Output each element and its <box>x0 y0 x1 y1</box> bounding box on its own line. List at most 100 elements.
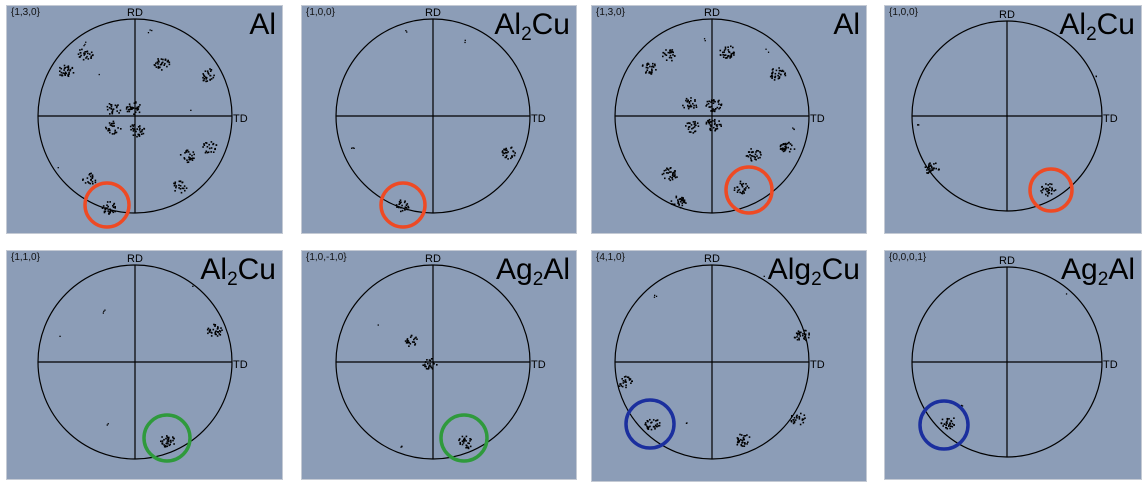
pole-point <box>126 110 129 113</box>
pole-point <box>404 209 406 211</box>
pole-point <box>708 122 711 125</box>
pole-point <box>648 71 651 73</box>
pole-point <box>214 332 216 334</box>
pole-point <box>745 155 748 157</box>
hkl-label: {1,1,0} <box>11 252 40 263</box>
pole-point <box>793 336 796 339</box>
pole-point <box>798 337 800 339</box>
pole-point <box>807 336 810 339</box>
pole-point <box>186 159 188 161</box>
pole-point <box>109 113 111 115</box>
pole-point <box>720 125 722 127</box>
pole-point <box>403 201 406 204</box>
pole-point <box>718 103 720 105</box>
pole-point <box>733 189 736 191</box>
pole-point <box>777 74 779 77</box>
pole-point <box>670 57 673 59</box>
pole-point <box>110 124 113 127</box>
pole-point <box>459 443 461 445</box>
pole-point <box>798 415 800 418</box>
pole-point <box>782 143 785 145</box>
pole-point <box>746 443 748 445</box>
pole-point <box>212 151 215 153</box>
pole-point <box>739 182 742 185</box>
pole-point <box>714 122 716 124</box>
pole-figure-panel: RD TD {1,1,0} Al2Cu <box>6 250 283 480</box>
pole-point <box>157 63 159 65</box>
pole-point <box>647 67 649 69</box>
pole-point <box>166 445 169 448</box>
pole-point <box>741 185 744 188</box>
pole-point <box>465 446 467 449</box>
pole-point <box>217 326 219 328</box>
pole-point <box>409 336 412 338</box>
pole-point <box>674 172 676 174</box>
pole-point <box>918 124 920 126</box>
pole-point <box>207 72 209 74</box>
pole-point <box>132 134 135 136</box>
pole-point <box>749 154 751 156</box>
pole-point <box>81 48 83 51</box>
pole-point <box>138 105 140 108</box>
pole-point <box>104 309 106 311</box>
pole-point <box>503 152 506 155</box>
pole-point <box>505 147 507 150</box>
pole-point <box>221 329 223 331</box>
pole-point <box>788 150 791 153</box>
pole-point <box>183 158 186 160</box>
pole-point <box>428 364 431 367</box>
pole-point <box>175 185 178 187</box>
pole-point <box>157 59 160 62</box>
pole-point <box>1040 190 1042 192</box>
highlight-circle-red <box>83 181 131 229</box>
pole-point <box>104 208 107 210</box>
pole-point <box>689 122 691 125</box>
pole-point <box>671 59 673 62</box>
pole-point <box>715 124 718 127</box>
pole-point <box>797 332 799 335</box>
pole-point <box>396 206 398 208</box>
pole-point <box>210 147 213 149</box>
pole-point <box>507 158 509 160</box>
pole-point <box>774 76 776 79</box>
pole-point <box>719 49 722 52</box>
pole-point <box>214 325 216 327</box>
pole-point <box>155 62 157 65</box>
pole-point <box>740 192 743 194</box>
pole-point <box>89 175 92 178</box>
pole-point <box>712 110 715 112</box>
pole-point <box>173 182 175 185</box>
pole-point <box>926 169 928 171</box>
pole-point <box>514 152 516 154</box>
pole-point <box>203 77 206 80</box>
pole-point <box>206 328 209 331</box>
pole-figure-plot: RD TD <box>614 253 825 460</box>
pole-point <box>690 131 692 133</box>
pole-point <box>739 180 742 183</box>
pole-point <box>724 57 727 59</box>
pole-point <box>650 73 653 75</box>
pole-point <box>789 143 792 145</box>
pole-point <box>695 106 698 108</box>
pole-point <box>668 52 671 54</box>
pole-point <box>87 58 90 60</box>
pole-point <box>799 423 802 426</box>
pole-point <box>705 123 708 125</box>
pole-point <box>943 423 946 425</box>
pole-point <box>153 64 156 66</box>
pole-point <box>90 172 92 175</box>
pole-point <box>755 151 757 153</box>
pole-point <box>793 148 796 150</box>
pole-point <box>926 172 928 174</box>
pole-point <box>748 151 751 153</box>
pole-point <box>470 438 472 441</box>
pole-point <box>399 202 401 205</box>
pole-point <box>105 126 107 129</box>
pole-point <box>740 444 742 446</box>
pole-point <box>166 441 168 443</box>
pole-point <box>694 120 696 123</box>
pole-point <box>948 425 950 427</box>
pole-point <box>113 202 116 205</box>
pole-point <box>746 155 749 157</box>
phase-label: Al2Cu <box>1059 8 1135 45</box>
